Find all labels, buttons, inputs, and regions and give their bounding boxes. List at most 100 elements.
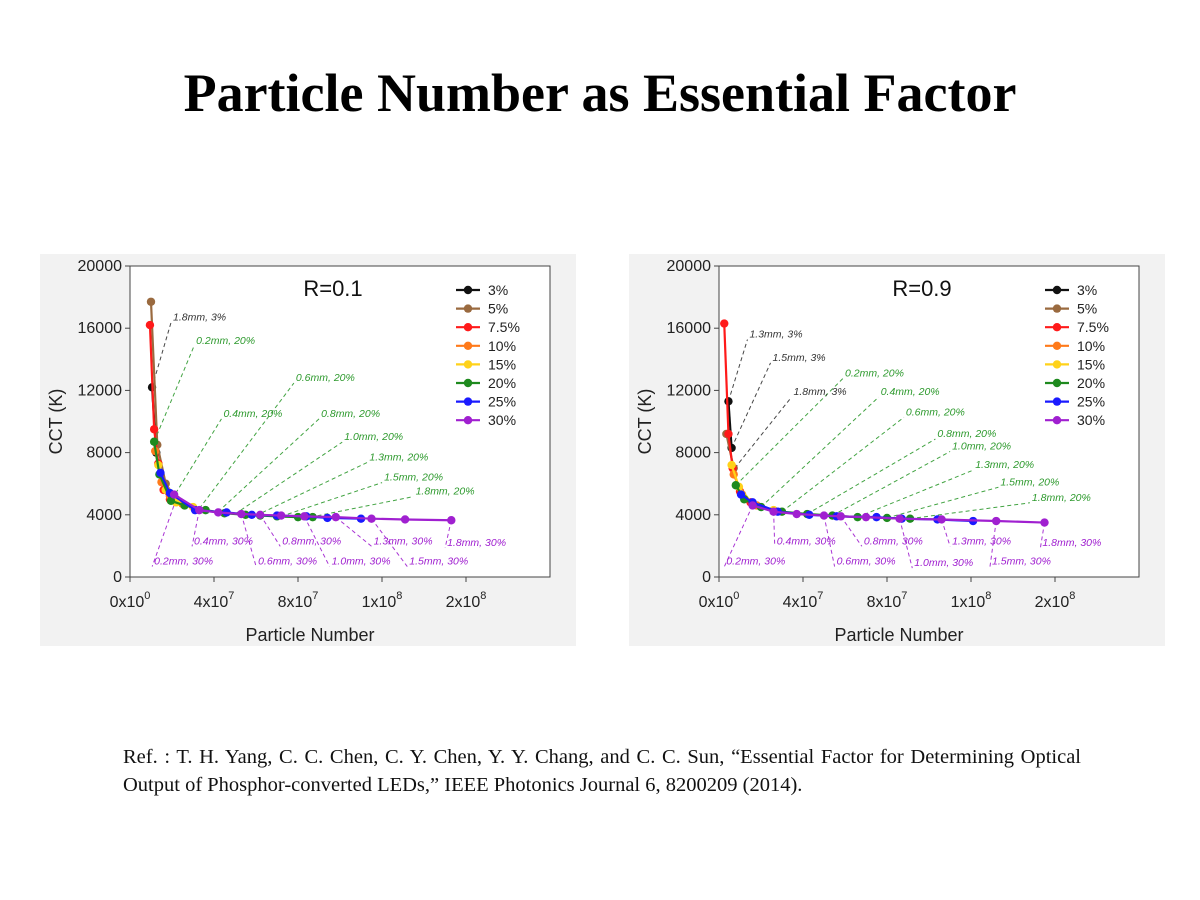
- data-point-30pct: [992, 516, 1001, 526]
- data-point-30pct: [836, 512, 845, 521]
- legend-entry: 10%: [488, 338, 516, 354]
- data-point-7.5pct: [724, 429, 733, 439]
- legend-entry: 15%: [488, 356, 516, 372]
- x-tick-base: 8x10: [867, 594, 902, 611]
- legend-swatch-marker: [463, 285, 473, 295]
- data-point-30pct: [331, 512, 340, 522]
- data-point-30pct: [447, 516, 456, 525]
- annotation-leader-line: [281, 482, 383, 517]
- x-tick-exponent: 8: [985, 590, 991, 602]
- y-tick-label: 4000: [675, 507, 711, 524]
- annotation-leader-line: [840, 516, 863, 547]
- data-point-30pct: [937, 515, 946, 524]
- x-tick-label: 1x108: [951, 590, 992, 611]
- data-point-30pct: [214, 508, 223, 517]
- annotation-leader-line: [444, 520, 452, 549]
- legend-swatch-marker: [1052, 378, 1062, 388]
- data-point-30pct: [748, 501, 757, 510]
- annotation-leader-line: [989, 520, 997, 567]
- legend-entry: 15%: [1077, 356, 1105, 372]
- chart-panel-r09: 0 4000 8000 12000 16000 20000 0x100 4x107 8x107 1…: [629, 254, 1165, 646]
- legend-entry: 10%: [1077, 338, 1105, 354]
- x-tick-label: 2x108: [446, 590, 487, 611]
- annotation-leader-line: [886, 486, 999, 519]
- annotation-label: 0.8mm, 20%: [937, 428, 996, 440]
- annotation-label: 1.8mm, 20%: [416, 486, 475, 498]
- annotation-label: 1.8mm, 20%: [1032, 492, 1091, 504]
- annotation-leader-line: [303, 516, 331, 567]
- legend-swatch-marker: [463, 378, 473, 388]
- chart-title: R=0.1: [303, 276, 362, 301]
- y-tick-label: 8000: [675, 445, 711, 462]
- data-point-5pct: [146, 297, 156, 306]
- annotation-label: 0.4mm, 30%: [777, 535, 836, 547]
- legend-swatch-marker: [463, 304, 473, 313]
- annotation-label: 1.8mm, 30%: [1042, 537, 1101, 549]
- data-point-30pct: [792, 509, 801, 519]
- annotation-leader-line: [335, 516, 372, 547]
- data-point-30pct: [195, 505, 204, 515]
- annotation-label: 0.4mm, 20%: [881, 386, 940, 398]
- annotation-label: 0.6mm, 30%: [837, 556, 896, 568]
- data-point-20pct: [149, 437, 159, 446]
- data-point-15pct: [727, 460, 736, 470]
- legend-swatch-marker: [463, 416, 473, 425]
- annotation-leader-line: [310, 496, 414, 518]
- x-tick-base: 1x10: [362, 594, 397, 611]
- annotation-leader-line: [899, 518, 913, 569]
- annotation-leader-line: [151, 499, 177, 567]
- chart-panel-r01: 0 4000 8000 12000 16000 20000 0x100 4x107 8x107 1…: [40, 254, 576, 646]
- legend-swatch-marker: [463, 397, 473, 406]
- annotation-leader-line: [941, 519, 951, 547]
- annotation-leader-line: [151, 322, 172, 388]
- annotation-leader-line: [823, 515, 836, 567]
- x-tick-base: 0x10: [699, 594, 734, 611]
- legend-swatch-marker: [463, 341, 473, 350]
- annotation-label: 1.5mm, 30%: [409, 556, 468, 568]
- legend-entry: 7.5%: [1077, 319, 1109, 335]
- legend-swatch-marker: [1052, 323, 1062, 332]
- reference-citation: Ref. : T. H. Yang, C. C. Chen, C. Y. Che…: [123, 746, 1081, 796]
- legend-swatch-marker: [463, 323, 473, 332]
- annotation-leader-line: [760, 396, 880, 508]
- data-point-30pct: [256, 510, 265, 519]
- plot-area: [718, 265, 1140, 578]
- data-point-30pct: [169, 490, 179, 499]
- data-point-7.5pct: [720, 319, 729, 328]
- annotation-leader-line: [171, 418, 222, 500]
- slide-title: Particle Number as Essential Factor: [183, 63, 1017, 123]
- annotation-label: 1.3mm, 30%: [952, 535, 1011, 547]
- annotation-leader-line: [910, 502, 1030, 520]
- x-tick-label: 8x107: [867, 590, 908, 611]
- y-tick-label: 12000: [78, 382, 123, 399]
- x-tick-label: 8x107: [278, 590, 319, 611]
- annotation-leader-line: [832, 451, 951, 517]
- annotation-label: 0.8mm, 30%: [864, 535, 923, 547]
- x-tick-exponent: 7: [228, 590, 234, 602]
- x-tick-exponent: 8: [1069, 590, 1075, 602]
- series-line-3pct: [727, 401, 733, 449]
- y-tick-label: 0: [702, 569, 711, 586]
- legend-entry: 5%: [488, 301, 508, 317]
- data-point-30pct: [367, 514, 376, 523]
- y-tick-label: 12000: [667, 382, 712, 399]
- x-axis-title: Particle Number: [834, 625, 963, 645]
- x-tick-exponent: 8: [396, 590, 402, 602]
- legend-entry: 3%: [488, 282, 508, 298]
- annotation-leader-line: [259, 514, 281, 547]
- annotation-label: 0.8mm, 30%: [282, 535, 341, 547]
- x-tick-exponent: 7: [312, 590, 318, 602]
- annotation-leader-line: [371, 518, 408, 567]
- annotation-label: 1.0mm, 20%: [344, 431, 403, 443]
- x-tick-label: 4x107: [194, 590, 235, 611]
- legend-swatch-marker: [1052, 416, 1062, 425]
- legend-entry: 30%: [488, 412, 516, 428]
- x-tick-exponent: 7: [817, 590, 823, 602]
- annotation-label: 1.5mm, 20%: [1000, 476, 1059, 488]
- chart-title: R=0.9: [892, 276, 951, 301]
- annotation-leader-line: [723, 505, 754, 567]
- annotation-label: 1.8mm, 3%: [794, 386, 847, 398]
- x-tick-exponent: 0: [144, 590, 150, 602]
- annotation-leader-line: [191, 510, 200, 547]
